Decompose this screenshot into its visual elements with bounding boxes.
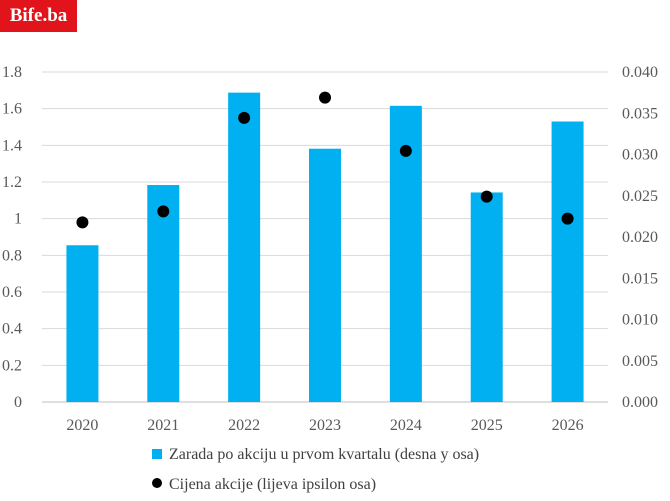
right-tick-label: 0.030 [622,147,658,164]
legend-swatch-point [152,478,162,488]
legend-label-bar: Zarada po akciju u prvom kvartalu (desna… [169,446,479,463]
right-axis: 0.000 0.005 0.010 0.015 0.020 0.025 0.030 0.035… [622,64,658,411]
left-axis: 0 0.2 0.4 0.6 0.8 1 1.2 1.4 1.6 1.8 [2,64,22,411]
legend-label-point: Cijena akcije (lijeva ipsilon osa) [169,476,376,493]
right-tick-label: 0.025 [622,188,658,205]
point-series [76,91,574,229]
bar-2025 [470,192,503,402]
point-2025 [480,190,493,203]
point-2020 [76,216,89,229]
right-tick-label: 0.035 [622,105,658,122]
bar-2022 [228,92,261,402]
x-axis: 2020 2021 2022 2023 2024 2025 2026 [66,417,583,434]
legend-swatch-bar [152,449,162,459]
left-tick-label: 1.6 [2,101,22,118]
x-tick-label: 2024 [390,417,422,434]
right-tick-label: 0.010 [622,312,658,329]
bar-2020 [66,245,99,402]
left-tick-label: 0.2 [2,357,22,374]
left-tick-label: 1.8 [2,64,22,81]
point-2024 [399,144,412,157]
right-tick-label: 0.040 [622,64,658,81]
bar-2021 [147,185,180,402]
left-tick-label: 0.8 [2,247,22,264]
x-tick-label: 2022 [228,417,260,434]
x-tick-label: 2023 [309,417,341,434]
left-tick-label: 0.6 [2,284,22,301]
legend: Zarada po akciju u prvom kvartalu (desna… [152,446,479,493]
right-tick-label: 0.005 [622,353,658,370]
left-tick-label: 1 [14,211,22,228]
bar-series [66,92,584,402]
point-2021 [157,205,170,218]
bar-2023 [309,148,341,402]
left-tick-label: 1.4 [2,137,22,154]
left-tick-label: 0.4 [2,321,22,338]
bar-2026 [551,121,584,402]
right-tick-label: 0.020 [622,229,658,246]
point-2026 [561,212,574,225]
point-2022 [238,111,251,124]
x-tick-label: 2021 [147,417,179,434]
left-tick-label: 0 [14,394,22,411]
x-tick-label: 2020 [66,417,98,434]
right-tick-label: 0.015 [622,270,658,287]
brand-logo: Bife.ba [0,0,77,32]
left-tick-label: 1.2 [2,174,22,191]
x-tick-label: 2025 [471,417,503,434]
x-tick-label: 2026 [552,417,584,434]
right-tick-label: 0.000 [622,394,658,411]
point-2023 [319,91,331,104]
